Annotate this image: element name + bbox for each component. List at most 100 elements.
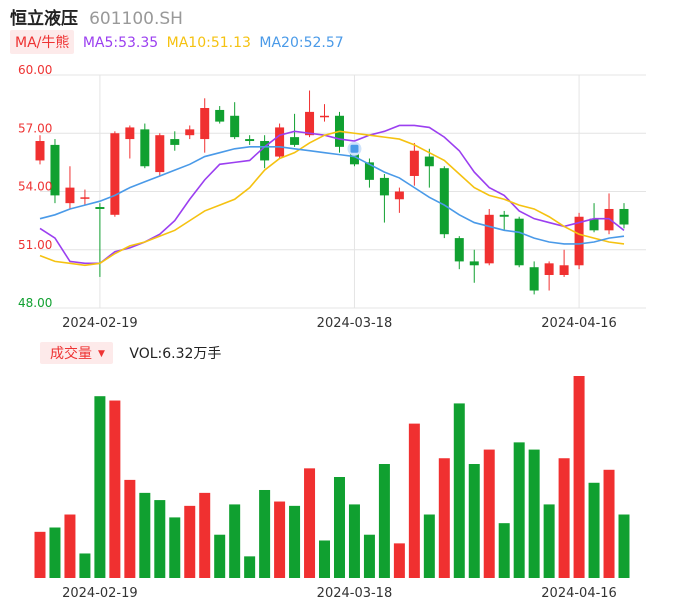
ma20-line <box>39 146 625 245</box>
candle-body <box>619 208 629 225</box>
candle-body <box>379 177 389 196</box>
volume-bar <box>618 514 630 578</box>
ma5-line <box>39 124 625 265</box>
candle-body <box>185 129 195 136</box>
volume-bar <box>558 458 570 578</box>
volume-bar <box>304 468 316 578</box>
candle-body <box>215 109 225 122</box>
candle-body <box>439 168 449 235</box>
volume-bar <box>229 504 241 578</box>
volume-legend: 成交量 ▼ VOL:6.32万手 <box>40 342 221 364</box>
stock-name: 恒立液压 <box>10 9 78 29</box>
volume-bar <box>423 514 435 578</box>
volume-bars <box>34 376 630 578</box>
candle-body <box>574 216 584 266</box>
candle-body <box>394 191 404 200</box>
volume-bar <box>184 505 196 578</box>
candle-body <box>275 127 285 157</box>
stock-header: 恒立液压 601100.SH <box>10 4 183 29</box>
candle-body <box>484 214 494 264</box>
candle-body <box>320 115 330 118</box>
volume-bar <box>513 442 525 578</box>
candle-body <box>80 197 90 199</box>
volume-bar <box>34 531 46 578</box>
candle-body <box>589 218 599 231</box>
volume-bar <box>94 396 106 578</box>
candles <box>35 90 629 295</box>
volume-bar <box>378 464 390 578</box>
volume-bar <box>573 376 585 578</box>
candle-body <box>65 187 75 204</box>
y-tick-label: 51.00 <box>18 238 52 252</box>
candle-body <box>544 263 554 275</box>
ma-indicator-toggle[interactable]: MA/牛熊 <box>10 30 75 54</box>
candle-body <box>95 207 105 209</box>
candle-body <box>245 139 255 142</box>
candle-body <box>305 111 315 136</box>
candle-body <box>170 139 180 145</box>
candle-body <box>140 129 150 167</box>
candle-body <box>155 135 165 173</box>
x-tick-label: 2024-03-18 <box>317 316 393 331</box>
volume-bar <box>543 504 555 578</box>
ma-legend: MA/牛熊 MA5:53.35 MA10:51.13 MA20:52.57 <box>10 30 344 54</box>
latest-marker <box>347 141 362 156</box>
volume-bar <box>498 523 510 578</box>
candle-body <box>50 144 60 196</box>
volume-bar <box>259 489 271 578</box>
volume-bar <box>79 553 91 578</box>
candle-body <box>200 108 210 140</box>
volume-bar <box>453 403 465 578</box>
candle-body <box>290 137 300 145</box>
volume-bar <box>408 423 420 578</box>
volume-bar <box>603 469 615 578</box>
volume-bar <box>49 527 61 578</box>
volume-bar <box>348 504 360 578</box>
candle-body <box>454 238 464 262</box>
volume-bar <box>468 464 480 578</box>
volume-bar <box>363 534 375 578</box>
volume-bar <box>274 501 286 578</box>
candle-body <box>499 214 509 217</box>
candle-body <box>125 127 135 140</box>
caret-down-icon: ▼ <box>98 349 105 359</box>
candle-body <box>559 265 569 275</box>
volume-bar <box>214 534 226 578</box>
volume-bar <box>169 517 181 578</box>
volume-bar <box>483 449 495 578</box>
y-tick-label: 60.00 <box>18 63 52 77</box>
volume-bar <box>244 556 256 578</box>
volume-bar <box>528 449 540 578</box>
x-tick-label: 2024-04-16 <box>541 316 617 331</box>
stock-code: 601100.SH <box>89 9 183 29</box>
volume-indicator-dropdown[interactable]: 成交量 ▼ <box>40 342 113 364</box>
volume-bar <box>289 505 301 578</box>
candle-body <box>409 150 419 176</box>
ma10-label: MA10:51.13 <box>166 35 251 51</box>
volume-bar <box>319 540 331 578</box>
ma5-label: MA5:53.35 <box>82 35 159 51</box>
volume-indicator-label: 成交量 <box>50 346 92 362</box>
candle-body <box>35 141 45 161</box>
volume-bar <box>124 479 136 578</box>
volume-bar <box>438 458 450 578</box>
candle-body <box>424 156 434 167</box>
candle-body <box>110 133 120 215</box>
volume-bar <box>588 482 600 578</box>
volume-value: VOL:6.32万手 <box>129 346 222 362</box>
x-tick-label-volume: 2024-02-19 <box>62 586 138 601</box>
x-tick-label: 2024-02-19 <box>62 316 138 331</box>
volume-bar <box>199 492 211 578</box>
x-tick-label-volume: 2024-03-18 <box>317 586 393 601</box>
candle-body <box>529 267 539 291</box>
y-tick-label: 54.00 <box>18 180 52 194</box>
volume-bar <box>333 477 345 578</box>
x-tick-label-volume: 2024-04-16 <box>541 586 617 601</box>
candle-body <box>514 218 524 266</box>
volume-bar <box>64 514 76 578</box>
volume-bar <box>109 400 121 578</box>
ma10-line <box>39 130 625 267</box>
candle-body <box>364 162 374 180</box>
price-grid <box>40 74 646 309</box>
